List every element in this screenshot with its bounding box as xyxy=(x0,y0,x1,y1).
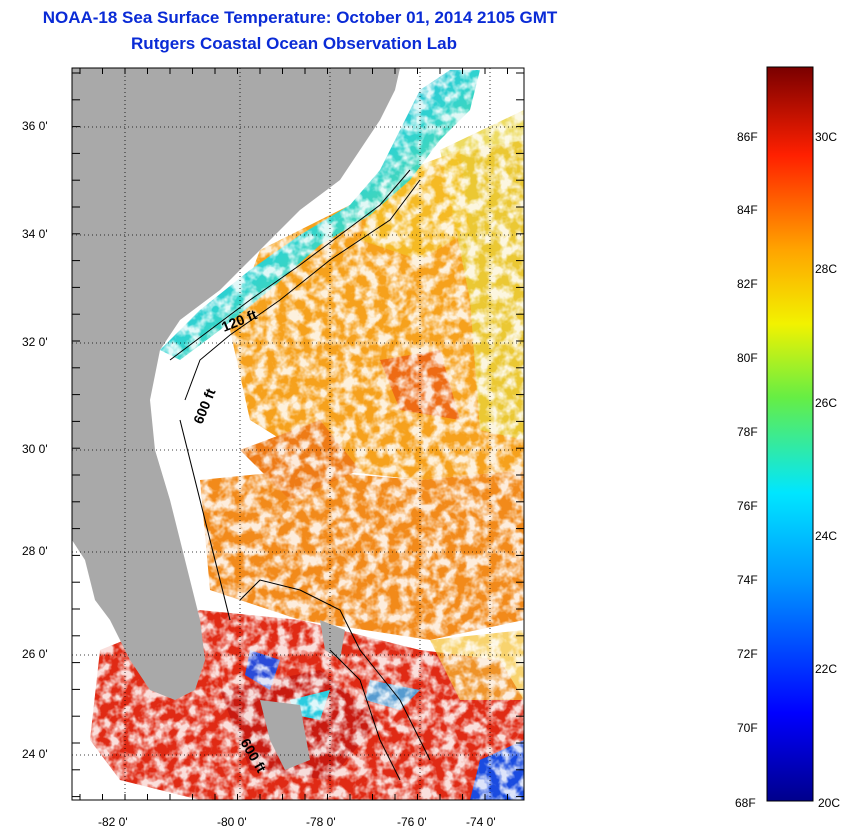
lon-label-74: -74 0' xyxy=(466,815,496,829)
cb-f-86: 86F xyxy=(737,130,758,144)
cb-f-76: 76F xyxy=(737,499,758,513)
cb-f-74: 74F xyxy=(737,573,758,587)
cb-f-70: 70F xyxy=(737,721,758,735)
cb-f-84: 84F xyxy=(737,203,758,217)
land-mass xyxy=(72,68,400,700)
lat-label-30: 30 0' xyxy=(22,442,48,456)
cb-f-78: 78F xyxy=(737,425,758,439)
map-frame xyxy=(71,67,525,801)
map-title: NOAA-18 Sea Surface Temperature: October… xyxy=(42,8,558,27)
lat-label-26: 26 0' xyxy=(22,647,48,661)
lat-label-28: 28 0' xyxy=(22,544,48,558)
lat-label-32: 32 0' xyxy=(22,335,48,349)
cb-c-20: 20C xyxy=(818,796,841,810)
cb-c-28: 28C xyxy=(815,262,838,276)
land-island xyxy=(260,700,310,770)
lat-label-34: 34 0' xyxy=(22,227,48,241)
lat-label-36: 36 0' xyxy=(22,119,48,133)
cb-c-22: 22C xyxy=(815,662,838,676)
cb-c-26: 26C xyxy=(815,396,838,410)
land-island-2 xyxy=(320,620,345,660)
lon-label-78: -78 0' xyxy=(306,815,336,829)
cb-f-80: 80F xyxy=(737,351,758,365)
cb-f-68: 68F xyxy=(735,796,756,810)
cb-c-24: 24C xyxy=(815,529,838,543)
lon-label-80: -80 0' xyxy=(217,815,247,829)
colorbar xyxy=(766,66,814,802)
cb-f-72: 72F xyxy=(737,647,758,661)
graticule xyxy=(72,68,524,800)
map-subtitle: Rutgers Coastal Ocean Observation Lab xyxy=(131,34,457,53)
lon-label-76: -76 0' xyxy=(397,815,427,829)
lon-label-82: -82 0' xyxy=(98,815,128,829)
bathymetry-contours xyxy=(169,169,431,781)
cb-c-30: 30C xyxy=(815,130,838,144)
lat-label-24: 24 0' xyxy=(22,747,48,761)
cb-f-82: 82F xyxy=(737,277,758,291)
